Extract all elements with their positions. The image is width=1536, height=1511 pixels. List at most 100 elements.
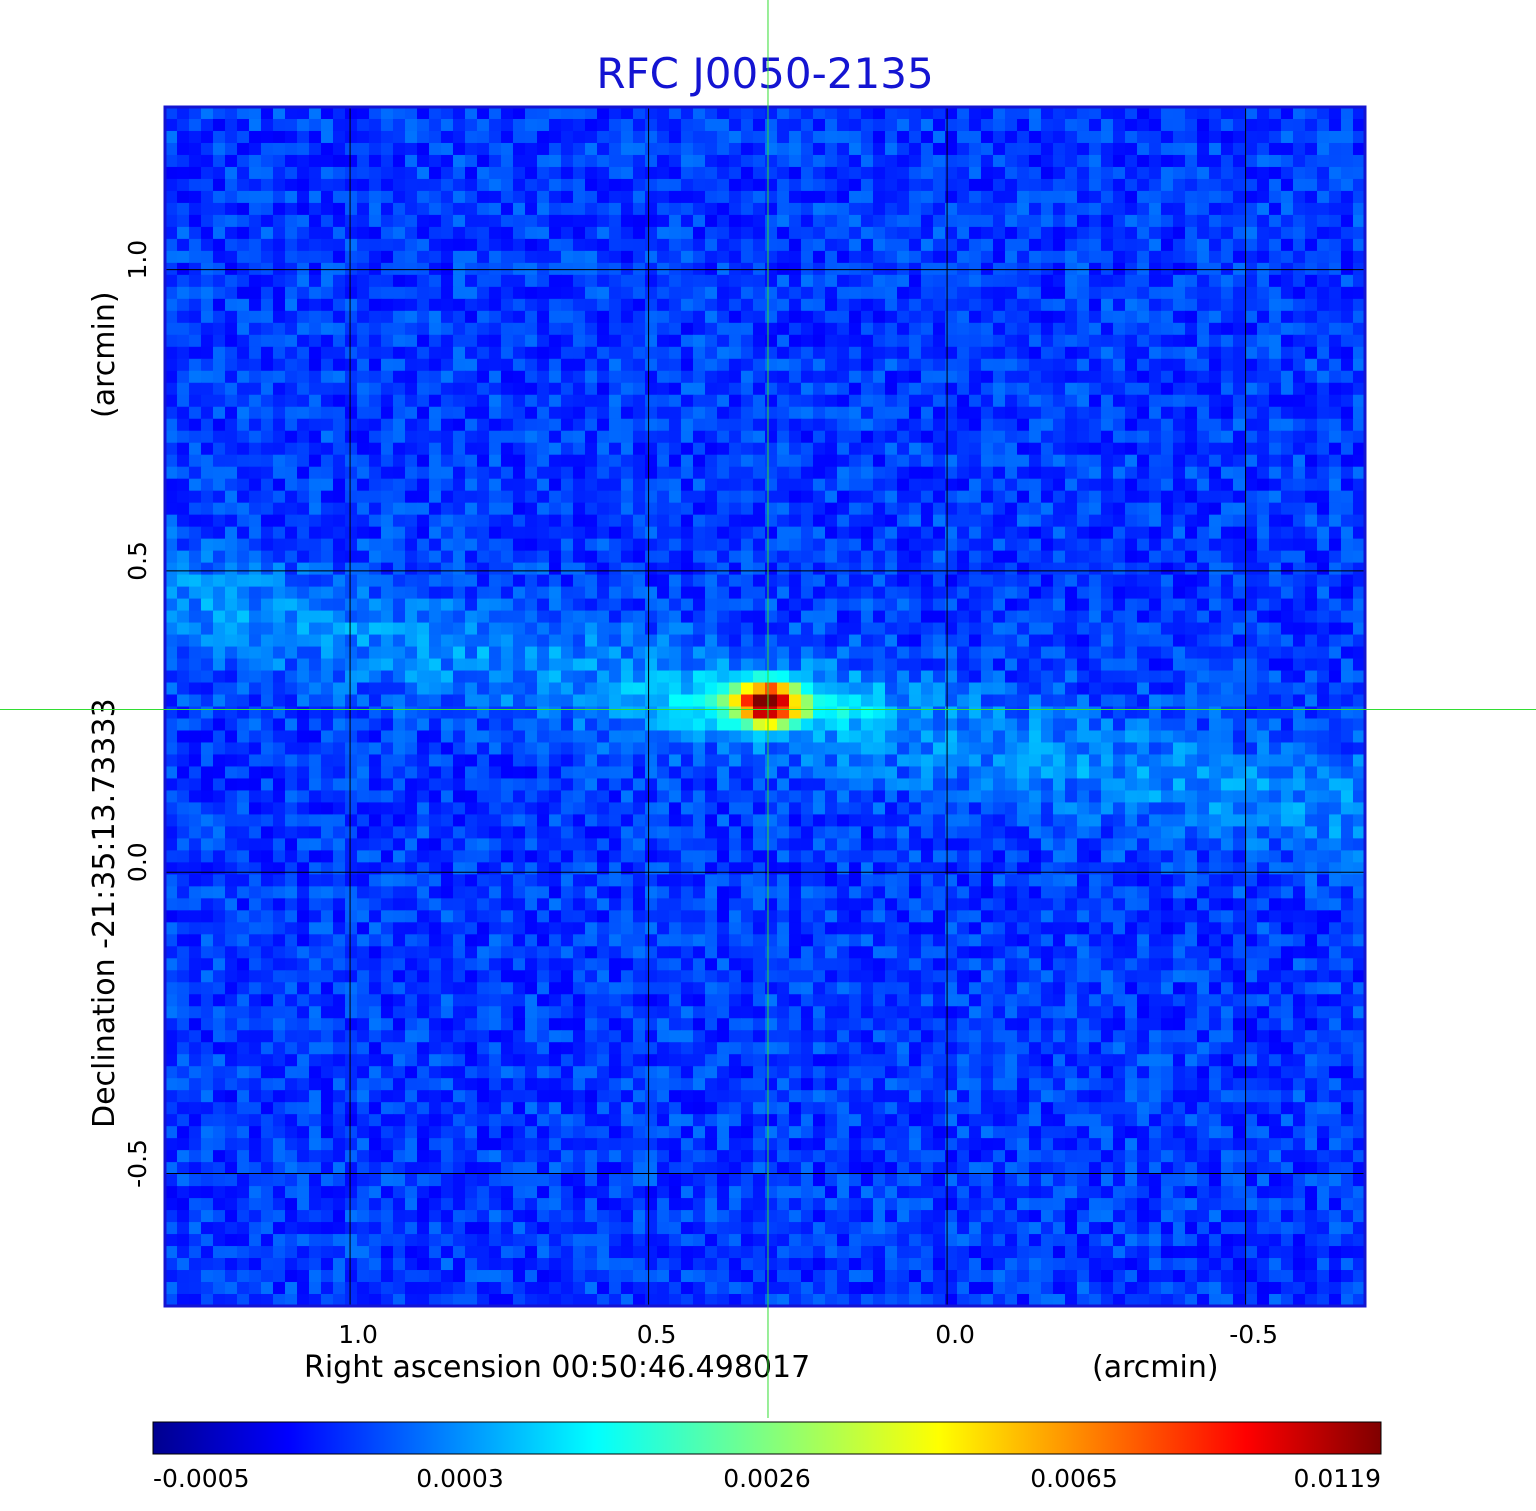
heatmap-cell [669, 178, 682, 192]
heatmap-cell [1089, 466, 1102, 480]
heatmap-cell [801, 682, 814, 696]
heatmap-cell [921, 262, 934, 276]
heatmap-cell [837, 694, 850, 708]
heatmap-cell [1089, 214, 1102, 228]
heatmap-cell [441, 190, 454, 204]
heatmap-cell [357, 238, 370, 252]
heatmap-cell [525, 166, 538, 180]
heatmap-cell [861, 478, 874, 492]
heatmap-cell [237, 394, 250, 408]
heatmap-cell [645, 526, 658, 540]
heatmap-cell [1317, 166, 1330, 180]
heatmap-cell [189, 382, 202, 396]
heatmap-cell [309, 586, 322, 600]
heatmap-cell [825, 586, 838, 600]
heatmap-cell [1209, 190, 1222, 204]
heatmap-cell [417, 514, 430, 528]
heatmap-cell [513, 406, 526, 420]
heatmap-cell [561, 682, 574, 696]
heatmap-cell [1197, 298, 1210, 312]
heatmap-cell [801, 130, 814, 144]
heatmap-cell [525, 154, 538, 168]
heatmap-cell [813, 466, 826, 480]
heatmap-cell [381, 394, 394, 408]
heatmap-cell [297, 250, 310, 264]
heatmap-cell [201, 178, 214, 192]
heatmap-cell [1137, 358, 1150, 372]
heatmap-cell [453, 130, 466, 144]
heatmap-cell [1221, 454, 1234, 468]
heatmap-cell [189, 262, 202, 276]
heatmap-cell [957, 514, 970, 528]
heatmap-cell [717, 466, 730, 480]
heatmap-cell [1197, 454, 1210, 468]
heatmap-cell [237, 490, 250, 504]
heatmap-cell [1017, 382, 1030, 396]
heatmap-cell [453, 202, 466, 216]
heatmap-cell [1233, 430, 1246, 444]
heatmap-cell [573, 442, 586, 456]
heatmap-cell [693, 586, 706, 600]
heatmap-cell [933, 694, 946, 708]
heatmap-cell [1149, 226, 1162, 240]
heatmap-cell [273, 226, 286, 240]
heatmap-cell [537, 214, 550, 228]
heatmap-cell [621, 107, 634, 120]
heatmap-cell [477, 694, 490, 708]
heatmap-cell [597, 442, 610, 456]
heatmap-cell [981, 190, 994, 204]
heatmap-cell [405, 130, 418, 144]
heatmap-cell [849, 310, 862, 324]
heatmap-cell [165, 370, 178, 384]
heatmap-cell [1113, 646, 1126, 660]
heatmap-cell [441, 238, 454, 252]
heatmap-cell [393, 202, 406, 216]
heatmap-cell [513, 322, 526, 336]
heatmap-cell [741, 154, 754, 168]
heatmap-cell [693, 334, 706, 348]
heatmap-cell [453, 358, 466, 372]
heatmap-cell [1149, 622, 1162, 636]
heatmap-cell [1137, 202, 1150, 216]
heatmap-cell [1329, 107, 1342, 120]
heatmap-cell [513, 274, 526, 288]
heatmap-cell [861, 466, 874, 480]
heatmap-cell [285, 574, 298, 588]
heatmap-cell [897, 130, 910, 144]
heatmap-cell [669, 130, 682, 144]
heatmap-cell [729, 346, 742, 360]
heatmap-cell [189, 358, 202, 372]
heatmap-cell [513, 550, 526, 564]
heatmap-cell [1269, 418, 1282, 432]
heatmap-cell [1281, 262, 1294, 276]
heatmap-cell [981, 226, 994, 240]
heatmap-cell [201, 298, 214, 312]
heatmap-cell [921, 586, 934, 600]
heatmap-cell [429, 310, 442, 324]
heatmap-cell [1353, 670, 1365, 684]
heatmap-cell [177, 142, 190, 156]
heatmap-cell [201, 310, 214, 324]
heatmap-cell [1101, 622, 1114, 636]
heatmap-cell [921, 214, 934, 228]
heatmap-cell [309, 238, 322, 252]
heatmap-cell [1149, 586, 1162, 600]
heatmap-cell [753, 502, 766, 516]
heatmap-cell [945, 154, 958, 168]
heatmap-cell [165, 142, 178, 156]
heatmap-cell [717, 682, 730, 696]
heatmap-cell [981, 202, 994, 216]
heatmap-cell [1077, 370, 1090, 384]
heatmap-cell [789, 298, 802, 312]
heatmap-cell [873, 214, 886, 228]
heatmap-cell [1245, 586, 1258, 600]
heatmap-cell [189, 526, 202, 540]
heatmap-cell [1221, 682, 1234, 696]
heatmap-cell [645, 682, 658, 696]
heatmap-cell [657, 622, 670, 636]
heatmap-cell [813, 250, 826, 264]
heatmap-cell [1269, 154, 1282, 168]
heatmap-cell [1017, 598, 1030, 612]
heatmap-cell [1113, 502, 1126, 516]
heatmap-cell [801, 310, 814, 324]
